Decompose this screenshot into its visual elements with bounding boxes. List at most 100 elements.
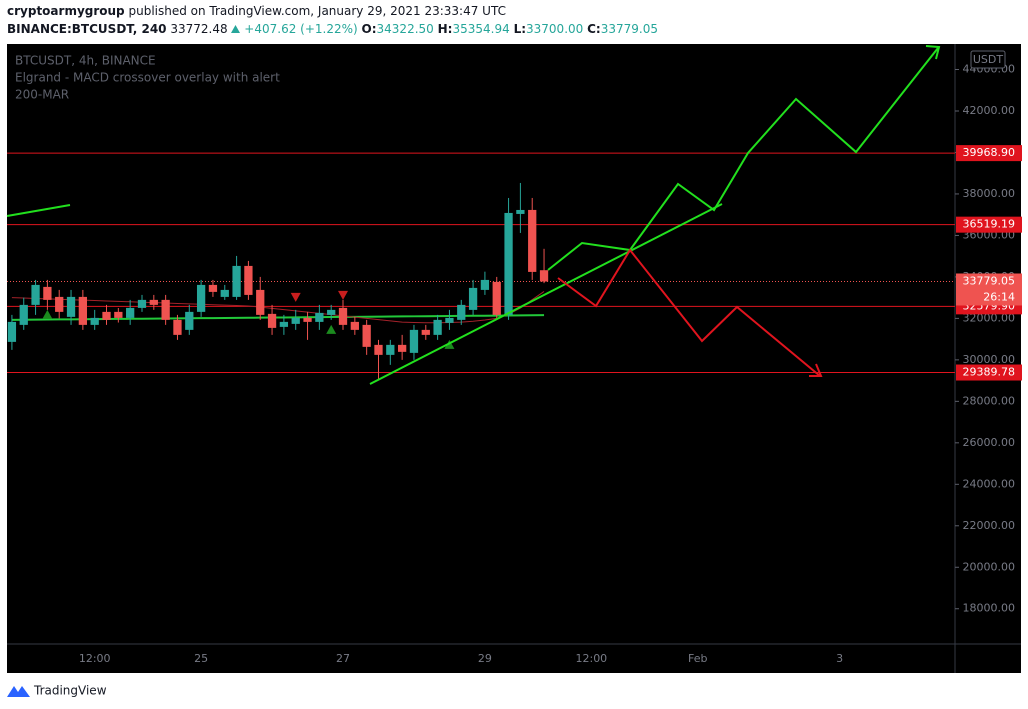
sell-signal — [290, 292, 301, 302]
sell-signal — [338, 290, 349, 300]
candle-body — [480, 279, 490, 290]
last: 33772.48 — [170, 22, 228, 36]
change: +407.62 (+1.22%) — [244, 22, 358, 36]
candle-body — [185, 311, 194, 330]
close-label: C: — [587, 22, 601, 36]
candle-body — [421, 329, 430, 335]
unit-label: USDT — [973, 53, 1004, 66]
candle-body — [78, 296, 88, 325]
indicator-line — [11, 291, 545, 324]
candle-body — [256, 289, 265, 315]
candle-body — [504, 212, 513, 315]
y-tick-label: 32000.00 — [963, 311, 1016, 324]
candle-body — [31, 284, 40, 305]
chart-title: BTCUSDT, 4h, BINANCE — [15, 54, 156, 68]
indicator-name: Elgrand - MACD crossover overlay with al… — [15, 71, 280, 85]
author: cryptoarmygroup — [7, 4, 125, 18]
candle-body — [291, 317, 300, 324]
candle-body — [114, 311, 123, 318]
y-tick-label: 24000.00 — [963, 477, 1016, 490]
trend-line — [369, 203, 723, 385]
candle-body — [173, 319, 182, 335]
countdown: 26:14 — [983, 290, 1015, 303]
x-tick-label: 25 — [194, 652, 208, 665]
projection-path — [547, 47, 939, 271]
x-tick-label: 27 — [336, 652, 350, 665]
candle-body — [350, 321, 359, 330]
low: 33700.00 — [526, 22, 584, 36]
open: 34322.50 — [376, 22, 434, 36]
indicator-line — [11, 314, 545, 321]
candle-body — [397, 344, 407, 352]
candle-body — [374, 344, 383, 355]
brand: TradingView — [7, 684, 107, 698]
drawings — [6, 45, 941, 385]
level-label: 36519.19 — [963, 218, 1016, 231]
y-tick-label: 26000.00 — [963, 436, 1016, 449]
level-label: 39968.90 — [963, 146, 1016, 159]
brand-logo — [7, 686, 30, 697]
candle-body — [362, 324, 371, 347]
x-tick-label: 3 — [836, 652, 843, 665]
candle-body — [409, 329, 419, 353]
high: 35354.94 — [452, 22, 510, 36]
up-icon — [231, 25, 241, 33]
candle-body — [279, 321, 289, 327]
open-label: O: — [361, 22, 377, 36]
candle-body — [267, 313, 277, 328]
candle-body — [468, 287, 478, 310]
brand-name: TradingView — [33, 684, 107, 698]
candle-body — [528, 209, 537, 272]
y-tick-label: 22000.00 — [963, 519, 1016, 532]
projection-path — [557, 248, 821, 377]
level-label-box — [956, 364, 1022, 381]
x-tick-label: 12:00 — [79, 652, 111, 665]
candle-body — [43, 286, 52, 300]
candle-body — [244, 265, 253, 295]
level-label-box — [956, 145, 1022, 162]
candle-body — [539, 270, 549, 282]
candle-body — [220, 289, 229, 297]
level-label: 29389.78 — [963, 366, 1016, 379]
last-price-box — [956, 273, 1022, 306]
candle-body — [196, 284, 206, 312]
x-tick-label: 12:00 — [575, 652, 607, 665]
candle-body — [19, 304, 28, 325]
candle-body — [7, 321, 17, 342]
candle-body — [338, 307, 348, 325]
candle-body — [232, 265, 241, 297]
y-tick-label: 42000.00 — [963, 104, 1016, 117]
level-label-box — [956, 216, 1022, 233]
unit-box — [970, 50, 1006, 69]
close: 33779.05 — [600, 22, 658, 36]
candle-body — [149, 299, 158, 305]
candle-body — [55, 296, 64, 312]
published: published on TradingView.com, January 29… — [128, 4, 506, 18]
low-label: L: — [513, 22, 527, 36]
header-line-1: cryptoarmygroup published on TradingView… — [7, 4, 506, 18]
y-tick-label: 30000.00 — [963, 353, 1016, 366]
y-tick-label: 20000.00 — [963, 560, 1016, 573]
candle-body — [66, 296, 76, 317]
candle-body — [327, 309, 336, 315]
y-tick-label: 28000.00 — [963, 394, 1016, 407]
candle-body — [137, 299, 147, 308]
y-tick-label: 18000.00 — [963, 602, 1016, 615]
candle-body — [208, 284, 218, 292]
y-tick-label: 38000.00 — [963, 187, 1016, 200]
arrow-head — [809, 363, 823, 377]
candle-body — [516, 209, 525, 214]
candle-body — [102, 311, 111, 320]
high-label: H: — [437, 22, 453, 36]
indicator-name: 200-MAR — [15, 88, 69, 102]
arrow-head — [925, 45, 941, 60]
last-price-label: 33779.05 — [963, 274, 1016, 287]
x-tick-label: 29 — [478, 652, 492, 665]
chart-background — [7, 44, 1021, 673]
trend-line — [6, 204, 71, 217]
candle-body — [161, 299, 170, 320]
candle-body — [126, 307, 135, 318]
candle-body — [433, 319, 442, 335]
